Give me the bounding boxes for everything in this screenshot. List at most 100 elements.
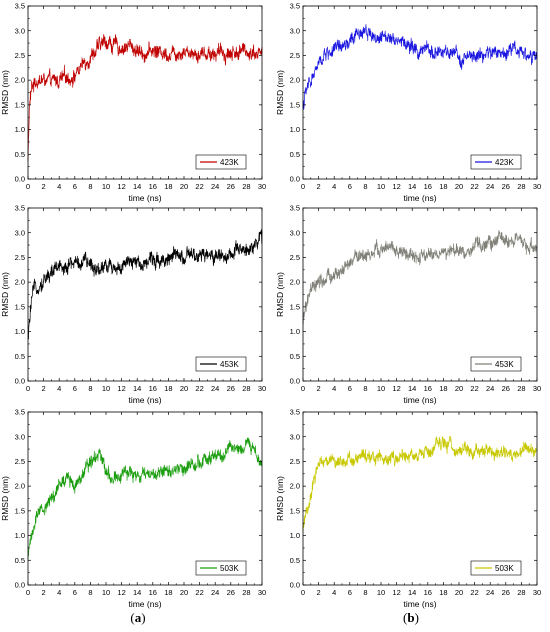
y-tick-label: 0.0	[290, 175, 300, 184]
x-tick-label: 30	[258, 384, 266, 393]
x-tick-label: 12	[117, 182, 125, 191]
x-tick-label: 8	[363, 384, 367, 393]
y-tick-label: 2.0	[15, 278, 25, 287]
x-tick-label: 12	[392, 182, 400, 191]
x-tick-label: 0	[301, 588, 305, 597]
x-tick-label: 4	[332, 588, 336, 597]
series-line-423k	[302, 24, 538, 110]
x-tick-label: 14	[408, 384, 416, 393]
legend: 503K	[470, 560, 522, 576]
x-tick-label: 6	[73, 588, 77, 597]
x-tick-label: 2	[317, 384, 321, 393]
legend: 423K	[195, 154, 247, 170]
x-tick-label: 26	[227, 384, 235, 393]
legend-box	[470, 356, 522, 372]
x-axis-title: time (ns)	[403, 599, 436, 609]
x-tick-label: 18	[164, 182, 172, 191]
x-tick-label: 2	[42, 384, 46, 393]
x-tick-label: 12	[117, 384, 125, 393]
y-tick-label: 0.0	[15, 581, 25, 590]
legend-box	[195, 560, 247, 576]
x-axis-title: time (ns)	[403, 193, 436, 203]
legend: 423K	[470, 154, 522, 170]
legend: 503K	[195, 560, 247, 576]
y-tick-label: 1.0	[15, 531, 25, 540]
y-tick-label: 3.0	[290, 228, 300, 237]
x-tick-label: 24	[486, 384, 494, 393]
legend-label: 423K	[220, 158, 239, 167]
x-tick-label: 0	[26, 588, 30, 597]
x-tick-label: 18	[164, 384, 172, 393]
x-tick-label: 6	[73, 182, 77, 191]
x-tick-label: 28	[517, 588, 525, 597]
y-tick-label: 1.5	[15, 100, 25, 109]
y-tick-label: 2.0	[290, 278, 300, 287]
plot-frame	[302, 5, 538, 180]
x-tick-label: 10	[102, 588, 110, 597]
y-tick-label: 1.5	[290, 506, 300, 515]
x-tick-label: 18	[164, 588, 172, 597]
x-tick-label: 24	[486, 588, 494, 597]
x-tick-label: 20	[180, 182, 188, 191]
caption-letter-b: b	[407, 610, 415, 625]
legend-label: 453K	[220, 360, 239, 369]
series-line-503k	[302, 435, 538, 532]
x-tick-label: 28	[242, 588, 250, 597]
x-tick-label: 26	[502, 182, 510, 191]
x-tick-label: 26	[227, 182, 235, 191]
legend-box	[470, 154, 522, 170]
x-axis-title: time (ns)	[403, 395, 436, 405]
x-tick-label: 6	[348, 588, 352, 597]
x-tick-label: 16	[149, 182, 157, 191]
x-tick-label: 12	[117, 588, 125, 597]
y-tick-label: 1.0	[290, 125, 300, 134]
x-tick-label: 16	[149, 384, 157, 393]
x-tick-label: 2	[317, 182, 321, 191]
y-tick-label: 1.0	[15, 125, 25, 134]
x-tick-label: 20	[455, 384, 463, 393]
x-tick-label: 22	[470, 182, 478, 191]
chart-panel-2: 0 2 4 6 8 10 12 14 16 18 20 22 24 26 28 300.00.51.01.52…	[275, 2, 541, 203]
y-tick-label: 0.5	[290, 150, 300, 159]
legend: 453K	[195, 356, 247, 372]
y-tick-label: 3.5	[15, 408, 25, 417]
y-tick-label: 2.5	[290, 253, 300, 262]
y-tick-label: 3.0	[15, 432, 25, 441]
x-tick-label: 4	[332, 182, 336, 191]
y-tick-label: 1.0	[15, 327, 25, 336]
y-tick-label: 3.0	[290, 26, 300, 35]
x-tick-label: 14	[133, 182, 141, 191]
y-tick-label: 3.5	[15, 204, 25, 213]
x-tick-label: 4	[57, 182, 61, 191]
x-tick-label: 22	[470, 588, 478, 597]
x-tick-label: 14	[408, 588, 416, 597]
x-tick-label: 22	[470, 384, 478, 393]
y-axis-title: RMSD (nm)	[275, 70, 285, 115]
y-tick-label: 3.5	[15, 2, 25, 11]
x-axis-title: time (ns)	[128, 395, 161, 405]
y-tick-label: 2.5	[290, 51, 300, 60]
y-tick-label: 3.0	[15, 228, 25, 237]
x-tick-label: 14	[133, 588, 141, 597]
x-tick-label: 4	[332, 384, 336, 393]
y-tick-label: 2.0	[290, 482, 300, 491]
y-tick-label: 0.5	[15, 556, 25, 565]
y-tick-label: 1.0	[290, 327, 300, 336]
y-tick-label: 3.5	[290, 204, 300, 213]
x-tick-label: 0	[26, 384, 30, 393]
legend-label: 503K	[495, 564, 514, 573]
y-axis-title: RMSD (nm)	[275, 272, 285, 317]
x-tick-label: 0	[26, 182, 30, 191]
y-tick-label: 2.0	[15, 482, 25, 491]
x-tick-label: 8	[88, 588, 92, 597]
x-tick-label: 22	[195, 384, 203, 393]
y-axis-title: RMSD (nm)	[0, 476, 10, 521]
x-tick-label: 6	[73, 384, 77, 393]
y-tick-label: 0.0	[15, 377, 25, 386]
y-tick-label: 2.0	[290, 76, 300, 85]
y-tick-label: 0.0	[290, 581, 300, 590]
x-tick-label: 24	[211, 182, 219, 191]
panel-caption-b: (b)	[403, 610, 419, 625]
y-tick-label: 3.5	[290, 408, 300, 417]
y-axis-title: RMSD (nm)	[0, 70, 10, 115]
